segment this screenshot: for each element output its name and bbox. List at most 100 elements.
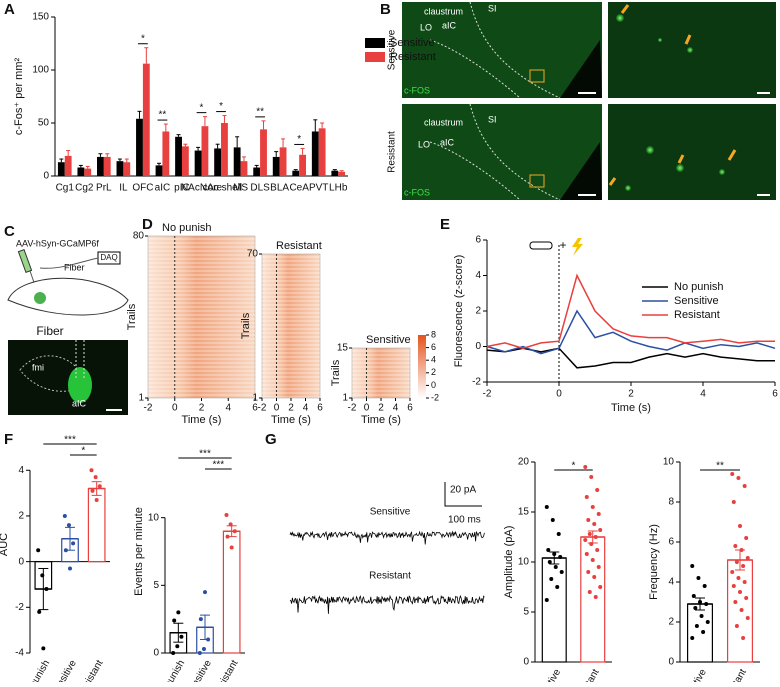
heatmap (351, 347, 411, 399)
stain-label: c-FOS (404, 187, 430, 197)
inset-box (529, 174, 545, 188)
x-tick-label: 0 (364, 403, 370, 414)
data-point (555, 585, 560, 589)
current-trace (289, 530, 485, 545)
data-point (556, 532, 561, 536)
y-tick-label: 10 (148, 512, 160, 523)
x-tick-label: 4 (225, 403, 231, 414)
data-point (179, 634, 184, 639)
x-tick-label: NAc shell (200, 183, 242, 194)
colorbar (418, 335, 426, 398)
region-label: aIC (442, 20, 457, 30)
trace-label: Resistant (369, 571, 411, 582)
data-point (586, 518, 591, 522)
scale-label: 100 ms (448, 515, 481, 526)
bar (201, 126, 209, 176)
sig-label: * (81, 446, 85, 457)
x-tick-label: Cg1 (56, 183, 75, 194)
y-tick-label: -4 (15, 648, 24, 659)
daq-label: DAQ (100, 253, 117, 262)
region-label: aIC (440, 137, 455, 147)
cell (658, 38, 662, 42)
y-tick-label: 15 (337, 343, 349, 354)
colorbar-label: 2 (431, 367, 436, 377)
x-tick-label: 6 (252, 403, 258, 414)
line (486, 273, 775, 350)
bar (96, 156, 104, 176)
bar (103, 156, 111, 176)
bar (214, 148, 222, 176)
region-label: SI (488, 3, 497, 13)
y-tick-label: 0 (523, 657, 529, 668)
x-tick-label: DLS (250, 183, 270, 194)
data-point (745, 616, 750, 620)
data-point (198, 617, 203, 622)
data-point (36, 548, 41, 553)
bar (123, 162, 131, 176)
data-point (593, 535, 598, 539)
data-point (206, 637, 211, 642)
y-axis-label: Trails (240, 312, 252, 339)
data-point (736, 576, 741, 580)
data-point (595, 488, 600, 492)
data-point (693, 606, 698, 610)
bar (116, 161, 124, 176)
cell (616, 14, 624, 22)
data-point (176, 610, 181, 615)
data-point (175, 644, 180, 649)
data-point (590, 505, 595, 509)
data-point (559, 570, 564, 574)
x-tick-label: 0 (556, 389, 562, 400)
data-point (734, 560, 739, 564)
region-label: fmi (32, 362, 44, 372)
bar (686, 603, 713, 663)
bar (155, 165, 163, 176)
y-axis-label: c-Fos⁺ per mm² (13, 58, 25, 136)
x-axis-label: Time (s) (271, 414, 311, 426)
data-point (741, 636, 746, 640)
data-point (90, 488, 95, 493)
x-tick-label: 2 (628, 389, 634, 400)
y-tick-label: 0 (153, 648, 159, 659)
y-tick-label: 70 (247, 249, 259, 260)
x-tick-label: Sensitive (184, 658, 214, 682)
injection-site (34, 292, 46, 304)
x-tick-label: Sensitive (679, 667, 709, 682)
arrow (608, 4, 737, 186)
sig-label: * (297, 134, 301, 145)
region-label: claustrum (424, 117, 463, 127)
x-tick-label: -2 (483, 389, 492, 400)
data-point (592, 522, 597, 526)
y-tick-label: 4 (668, 577, 674, 588)
cell (687, 47, 693, 53)
trace-label: Sensitive (370, 507, 411, 518)
bar (162, 131, 170, 176)
y-tick-label: 6 (668, 537, 674, 548)
data-point (40, 573, 45, 578)
x-tick-label: -2 (348, 403, 357, 414)
colorbar-label: 6 (431, 342, 436, 352)
x-tick-label: PrL (96, 183, 112, 194)
sig-label: * (141, 33, 145, 44)
data-point (691, 594, 696, 598)
annotation: + (559, 238, 566, 252)
syringe (17, 248, 33, 274)
y-tick-label: 4 (18, 465, 24, 476)
data-point (730, 472, 735, 476)
data-point (738, 590, 742, 594)
bar (222, 530, 241, 654)
data-point (228, 522, 233, 527)
data-point (589, 542, 594, 546)
data-point (592, 575, 597, 579)
legend-label: Resistant (674, 309, 720, 321)
y-tick-label: 0 (475, 341, 481, 352)
data-point (583, 465, 588, 469)
data-point (702, 584, 707, 588)
data-point (172, 618, 177, 623)
data-point (696, 576, 701, 580)
bar (233, 147, 241, 176)
data-point (553, 565, 558, 569)
x-tick-label: OFC (132, 183, 153, 194)
histology (8, 340, 128, 415)
